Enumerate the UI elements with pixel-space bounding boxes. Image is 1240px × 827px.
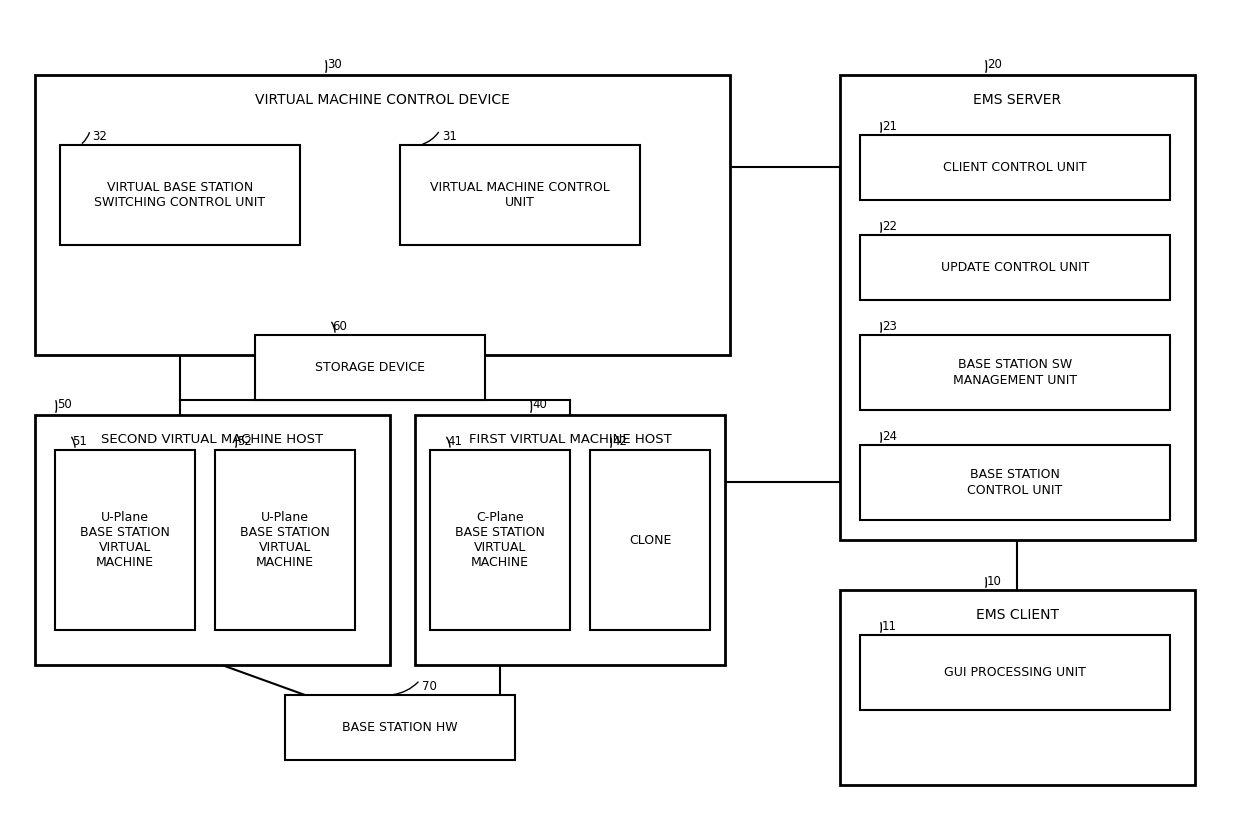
Text: VIRTUAL MACHINE CONTROL
UNIT: VIRTUAL MACHINE CONTROL UNIT <box>430 181 610 209</box>
Text: 21: 21 <box>882 120 897 133</box>
Text: 11: 11 <box>882 620 897 633</box>
Bar <box>60 145 300 245</box>
Text: U-Plane
BASE STATION
VIRTUAL
MACHINE: U-Plane BASE STATION VIRTUAL MACHINE <box>241 511 330 569</box>
Text: STORAGE DEVICE: STORAGE DEVICE <box>315 361 425 374</box>
Text: FIRST VIRTUAL MACHINE HOST: FIRST VIRTUAL MACHINE HOST <box>469 433 671 446</box>
Text: 50: 50 <box>57 398 72 411</box>
Bar <box>839 590 1195 785</box>
Bar <box>861 445 1171 520</box>
Bar <box>861 335 1171 410</box>
Text: GUI PROCESSING UNIT: GUI PROCESSING UNIT <box>944 666 1086 679</box>
Text: 52: 52 <box>237 435 252 448</box>
Text: 40: 40 <box>532 398 547 411</box>
Text: VIRTUAL MACHINE CONTROL DEVICE: VIRTUAL MACHINE CONTROL DEVICE <box>255 93 510 107</box>
Bar <box>285 695 515 760</box>
Bar <box>415 415 725 665</box>
Text: C-Plane
BASE STATION
VIRTUAL
MACHINE: C-Plane BASE STATION VIRTUAL MACHINE <box>455 511 544 569</box>
Text: 23: 23 <box>882 320 897 333</box>
Text: BASE STATION SW
MANAGEMENT UNIT: BASE STATION SW MANAGEMENT UNIT <box>952 358 1078 386</box>
Text: 30: 30 <box>327 58 342 71</box>
Text: 70: 70 <box>422 680 436 693</box>
Text: 20: 20 <box>987 58 1002 71</box>
Bar <box>839 75 1195 540</box>
Bar <box>401 145 640 245</box>
Text: 10: 10 <box>987 575 1002 588</box>
Text: 22: 22 <box>882 220 897 233</box>
Bar <box>255 335 485 400</box>
Text: 51: 51 <box>72 435 87 448</box>
Text: EMS CLIENT: EMS CLIENT <box>976 608 1059 622</box>
Text: SECOND VIRTUAL MACHINE HOST: SECOND VIRTUAL MACHINE HOST <box>102 433 324 446</box>
Bar <box>861 635 1171 710</box>
Bar <box>215 450 355 630</box>
Bar <box>861 135 1171 200</box>
Text: 24: 24 <box>882 430 897 443</box>
Text: BASE STATION
CONTROL UNIT: BASE STATION CONTROL UNIT <box>967 469 1063 496</box>
Bar <box>430 450 570 630</box>
Text: 41: 41 <box>446 435 463 448</box>
Text: VIRTUAL BASE STATION
SWITCHING CONTROL UNIT: VIRTUAL BASE STATION SWITCHING CONTROL U… <box>94 181 265 209</box>
Bar <box>35 415 391 665</box>
Bar <box>55 450 195 630</box>
Text: 42: 42 <box>613 435 627 448</box>
Bar <box>35 75 730 355</box>
Bar <box>861 235 1171 300</box>
Text: UPDATE CONTROL UNIT: UPDATE CONTROL UNIT <box>941 261 1089 274</box>
Text: 32: 32 <box>92 130 107 143</box>
Text: 31: 31 <box>441 130 456 143</box>
Text: U-Plane
BASE STATION
VIRTUAL
MACHINE: U-Plane BASE STATION VIRTUAL MACHINE <box>81 511 170 569</box>
Text: 60: 60 <box>332 320 347 333</box>
Text: CLIENT CONTROL UNIT: CLIENT CONTROL UNIT <box>944 161 1086 174</box>
Text: CLONE: CLONE <box>629 533 671 547</box>
Text: EMS SERVER: EMS SERVER <box>973 93 1061 107</box>
Text: BASE STATION HW: BASE STATION HW <box>342 721 458 734</box>
Bar <box>590 450 711 630</box>
